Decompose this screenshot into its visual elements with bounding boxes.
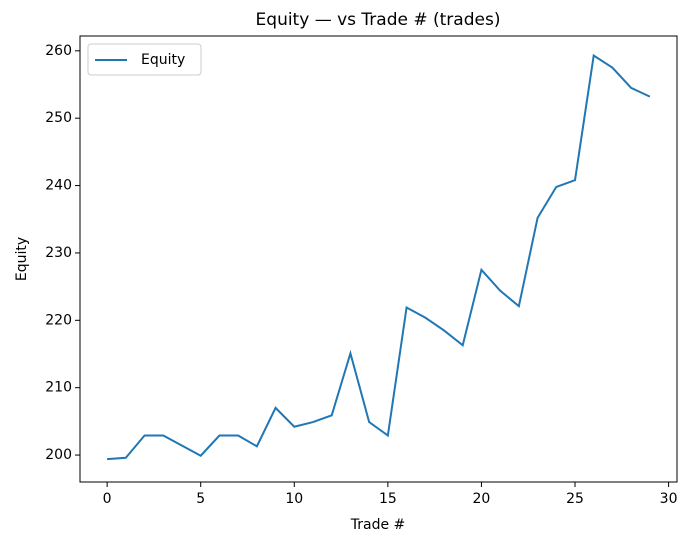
x-tick-label: 5: [196, 491, 205, 507]
y-tick-label: 200: [45, 447, 72, 463]
y-tick-label: 230: [45, 245, 72, 261]
x-tick-label: 20: [473, 491, 491, 507]
y-tick-label: 220: [45, 312, 72, 328]
line: [107, 53, 651, 461]
y-tick-label: 260: [45, 43, 72, 59]
x-tick-label: 10: [285, 491, 303, 507]
axes-frame: [79, 35, 678, 483]
x-tick-label: 25: [566, 491, 584, 507]
x-tick-label: 0: [103, 491, 112, 507]
chart-title: Equity — vs Trade # (trades): [256, 10, 501, 30]
y-tick-label: 240: [45, 178, 72, 194]
legend-box: [87, 43, 202, 76]
legend-label: Equity: [141, 52, 185, 68]
y-tick-label: 250: [45, 110, 72, 126]
y-axis-label: Equity: [14, 237, 30, 281]
y-tick-label: 210: [45, 380, 72, 396]
x-tick-label: 15: [379, 491, 397, 507]
x-axis-label: Trade #: [350, 517, 406, 533]
x-tick-label: 30: [660, 491, 678, 507]
